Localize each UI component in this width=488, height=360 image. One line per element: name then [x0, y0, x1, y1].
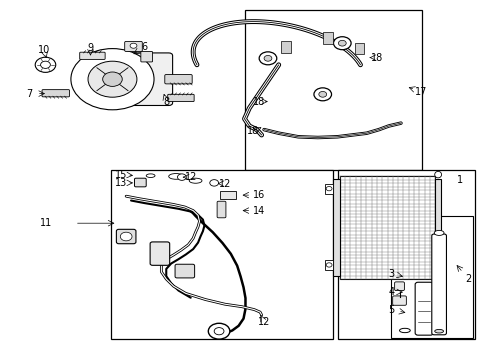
Circle shape	[214, 328, 224, 335]
Text: 10: 10	[38, 45, 50, 55]
Text: 5: 5	[387, 305, 393, 315]
Circle shape	[318, 91, 326, 97]
Text: 7: 7	[26, 89, 32, 99]
Text: 14: 14	[252, 206, 265, 216]
FancyBboxPatch shape	[354, 43, 364, 54]
Circle shape	[102, 72, 122, 86]
FancyBboxPatch shape	[322, 32, 332, 44]
Ellipse shape	[399, 328, 409, 333]
Bar	[390, 216, 472, 338]
FancyBboxPatch shape	[42, 90, 69, 97]
Ellipse shape	[434, 329, 443, 333]
FancyBboxPatch shape	[116, 229, 136, 244]
Ellipse shape	[433, 230, 443, 235]
Bar	[325, 260, 332, 270]
FancyBboxPatch shape	[141, 51, 152, 62]
Bar	[245, 10, 421, 170]
Circle shape	[177, 174, 186, 180]
Circle shape	[259, 52, 276, 65]
Text: 18: 18	[370, 53, 383, 63]
Text: 16: 16	[252, 190, 265, 200]
Circle shape	[338, 40, 346, 46]
FancyBboxPatch shape	[134, 178, 146, 187]
Bar	[325, 184, 332, 194]
Circle shape	[333, 37, 350, 50]
Bar	[332, 179, 339, 276]
Circle shape	[264, 55, 271, 61]
Text: 1: 1	[456, 175, 462, 185]
Circle shape	[71, 49, 154, 110]
FancyBboxPatch shape	[281, 41, 290, 53]
Circle shape	[130, 43, 137, 48]
Ellipse shape	[146, 174, 155, 177]
Circle shape	[35, 57, 56, 72]
FancyBboxPatch shape	[220, 191, 235, 199]
Ellipse shape	[168, 174, 183, 179]
FancyBboxPatch shape	[80, 52, 105, 59]
Circle shape	[325, 186, 331, 191]
Text: 15: 15	[115, 170, 127, 180]
Circle shape	[209, 180, 218, 186]
FancyBboxPatch shape	[167, 94, 194, 102]
Text: 17: 17	[414, 87, 427, 97]
Text: 13: 13	[115, 178, 127, 188]
Circle shape	[41, 61, 50, 68]
Ellipse shape	[189, 178, 202, 183]
Bar	[111, 170, 333, 339]
Ellipse shape	[434, 171, 441, 178]
Text: 12: 12	[184, 172, 197, 182]
Bar	[434, 179, 440, 276]
FancyBboxPatch shape	[111, 53, 172, 105]
Text: 4: 4	[387, 287, 393, 297]
Text: 8: 8	[163, 96, 169, 107]
Circle shape	[208, 323, 229, 339]
Text: 11: 11	[40, 218, 53, 228]
FancyBboxPatch shape	[394, 282, 404, 291]
Text: 12: 12	[218, 179, 231, 189]
FancyBboxPatch shape	[414, 282, 432, 335]
Text: 9: 9	[87, 42, 93, 53]
FancyBboxPatch shape	[164, 75, 192, 84]
FancyBboxPatch shape	[150, 242, 169, 265]
FancyBboxPatch shape	[217, 201, 225, 218]
FancyBboxPatch shape	[124, 41, 142, 51]
FancyBboxPatch shape	[431, 234, 446, 335]
Text: 2: 2	[465, 274, 470, 284]
Text: 18: 18	[252, 96, 265, 107]
Bar	[339, 176, 434, 279]
Text: 6: 6	[141, 42, 147, 52]
Circle shape	[313, 88, 331, 101]
Text: 18: 18	[246, 126, 259, 136]
Circle shape	[325, 263, 331, 267]
FancyBboxPatch shape	[392, 296, 406, 305]
Circle shape	[120, 232, 132, 241]
Bar	[338, 170, 474, 339]
Text: 12: 12	[257, 317, 270, 327]
Text: 3: 3	[387, 269, 393, 279]
FancyBboxPatch shape	[175, 264, 194, 278]
Circle shape	[88, 61, 137, 97]
